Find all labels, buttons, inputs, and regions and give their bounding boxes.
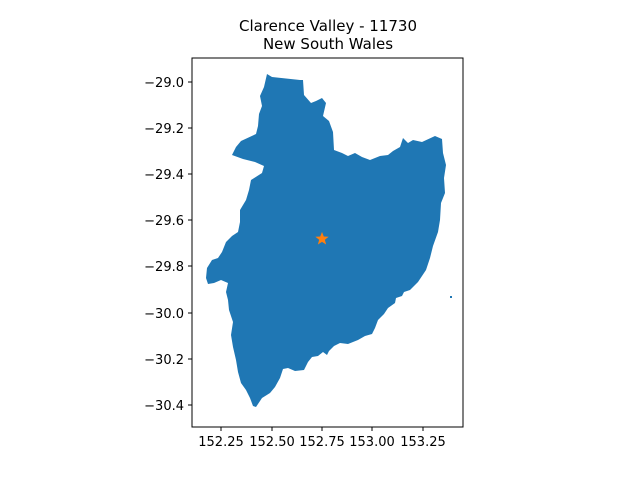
map-title-line2: New South Wales	[263, 35, 393, 53]
x-axis: 152.25 152.50 152.75 153.00 153.25	[198, 427, 446, 450]
x-tick-label: 153.00	[349, 435, 395, 450]
y-tick-label: −29.0	[144, 76, 184, 91]
y-tick-label: −30.4	[144, 399, 184, 414]
lga-region-islet	[450, 296, 452, 298]
y-tick-label: −29.6	[144, 214, 184, 229]
y-tick-label: −29.4	[144, 168, 184, 183]
y-tick-label: −29.2	[144, 122, 184, 137]
y-tick-label: −30.0	[144, 307, 184, 322]
y-axis: −29.0 −29.2 −29.4 −29.6 −29.8 −30.0 −30.2 −30.4	[144, 76, 192, 414]
y-tick-label: −29.8	[144, 260, 184, 275]
y-tick-label: −30.2	[144, 353, 184, 368]
map-title-line1: Clarence Valley - 11730	[239, 17, 417, 35]
x-tick-label: 152.25	[198, 435, 244, 450]
lga-region-shape	[206, 74, 446, 407]
x-tick-label: 152.50	[249, 435, 295, 450]
x-tick-label: 153.25	[400, 435, 446, 450]
x-tick-label: 152.75	[299, 435, 345, 450]
